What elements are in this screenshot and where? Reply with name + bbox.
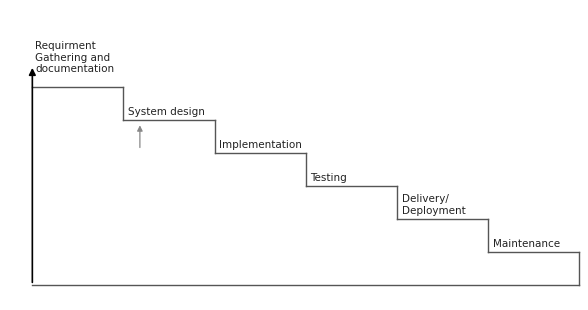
- Text: System design: System design: [128, 107, 205, 117]
- Text: Delivery/
Deployment: Delivery/ Deployment: [402, 194, 465, 216]
- Text: Maintenance: Maintenance: [493, 239, 560, 249]
- Text: Implementation: Implementation: [219, 140, 302, 150]
- Text: Requirment
Gathering and
documentation: Requirment Gathering and documentation: [35, 41, 115, 74]
- Text: Testing: Testing: [310, 173, 347, 183]
